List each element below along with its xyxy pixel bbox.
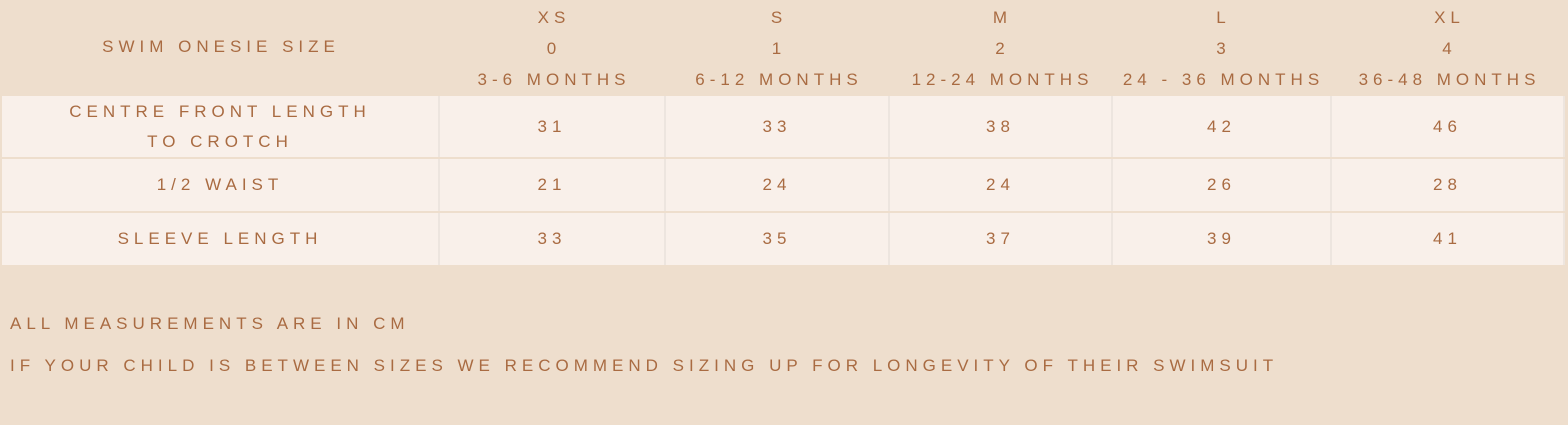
corner-label: SWIM ONESIE SIZE	[102, 37, 340, 56]
size-age: 12-24 MONTHS	[911, 70, 1094, 89]
row-label: CENTRE FRONT LENGTH TO CROTCH	[2, 96, 440, 157]
measurement-cell: 41	[1332, 213, 1565, 265]
size-number: 2	[995, 39, 1010, 58]
row-label-line: 1/2 WAIST	[156, 175, 284, 194]
row-label-line: SLEEVE LENGTH	[117, 229, 323, 248]
table-row: SLEEVE LENGTH 33 35 37 39 41	[2, 213, 1565, 265]
size-column-header: S 1 6-12 MONTHS	[667, 0, 891, 93]
size-letter: XS	[537, 8, 571, 27]
size-letter: XL	[1434, 8, 1465, 27]
row-label: 1/2 WAIST	[2, 159, 440, 211]
size-column-header: XS 0 3-6 MONTHS	[441, 0, 667, 93]
measurement-cell: 31	[440, 96, 666, 157]
measurement-cell: 38	[890, 96, 1113, 157]
measurement-cell: 26	[1113, 159, 1332, 211]
size-letter: L	[1216, 8, 1231, 27]
table-row: 1/2 WAIST 21 24 24 26 28	[2, 159, 1565, 211]
size-column-header: M 2 12-24 MONTHS	[891, 0, 1114, 93]
measurement-cell: 24	[890, 159, 1113, 211]
measurement-cell: 24	[666, 159, 890, 211]
row-label: SLEEVE LENGTH	[2, 213, 440, 265]
measurement-cell: 39	[1113, 213, 1332, 265]
measurement-cell: 21	[440, 159, 666, 211]
size-age: 6-12 MONTHS	[695, 70, 863, 89]
measurement-cell: 28	[1332, 159, 1565, 211]
table-row: CENTRE FRONT LENGTH TO CROTCH 31 33 38 42 46	[2, 96, 1565, 157]
footnote: IF YOUR CHILD IS BETWEEN SIZES WE RECOMM…	[10, 356, 1279, 375]
measurement-cell: 33	[666, 96, 890, 157]
size-letter: M	[992, 8, 1013, 27]
size-column-header: L 3 24 - 36 MONTHS	[1114, 0, 1333, 93]
measurement-cell: 33	[440, 213, 666, 265]
size-age: 3-6 MONTHS	[477, 70, 631, 89]
measurement-cell: 37	[890, 213, 1113, 265]
size-number: 3	[1216, 39, 1231, 58]
measurement-cell: 42	[1113, 96, 1332, 157]
size-letter: S	[770, 8, 788, 27]
footnote: ALL MEASUREMENTS ARE IN CM	[10, 314, 410, 333]
size-number: 0	[546, 39, 562, 58]
size-age: 24 - 36 MONTHS	[1122, 70, 1325, 89]
size-column-header: XL 4 36-48 MONTHS	[1333, 0, 1566, 93]
row-label-line: TO CROTCH	[147, 131, 293, 151]
row-label-line: CENTRE FRONT LENGTH	[69, 101, 371, 121]
measurement-cell: 35	[666, 213, 890, 265]
size-age: 36-48 MONTHS	[1358, 70, 1541, 89]
size-number: 4	[1442, 39, 1457, 58]
measurement-cell: 46	[1332, 96, 1565, 157]
size-number: 1	[771, 39, 787, 58]
